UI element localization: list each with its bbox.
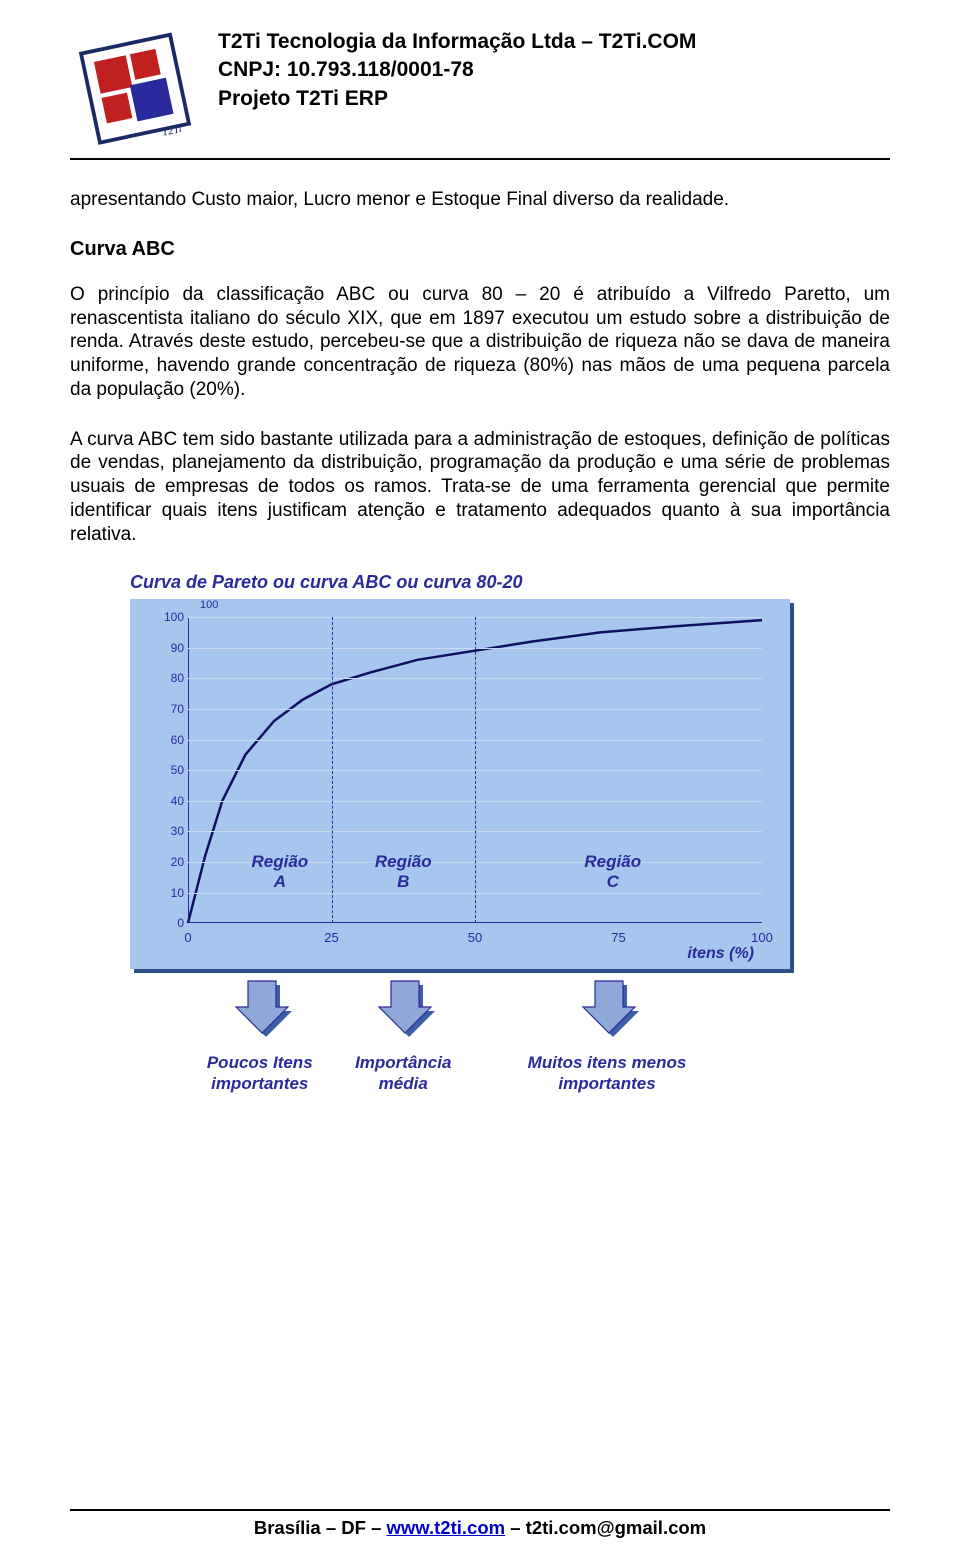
header-divider (70, 158, 890, 160)
company-cnpj: CNPJ: 10.793.118/0001-78 (218, 56, 696, 84)
project-name: Projeto T2Ti ERP (218, 85, 696, 113)
company-name: T2Ti Tecnologia da Informação Ltda – T2T… (218, 28, 696, 56)
chart-ytick: 10 (158, 886, 184, 900)
section-heading: Curva ABC (70, 238, 890, 261)
footer-city: Brasília – DF – (254, 1517, 387, 1538)
abc-chart-wrapper: Curva de Pareto ou curva ABC ou curva 80… (130, 572, 810, 1101)
chart-ytick: 80 (158, 671, 184, 685)
chart-xlabel: itens (%) (687, 945, 754, 963)
chart-region-label: RegiãoC (573, 852, 653, 891)
footer-sep: – (505, 1517, 526, 1538)
chart-ytick-extra: 100 (200, 599, 230, 611)
paragraph-2: A curva ABC tem sido bastante utilizada … (70, 428, 890, 547)
arrow-label: Muitos itens menosimportantes (512, 1053, 702, 1094)
page-footer: Brasília – DF – www.t2ti.com – t2ti.com@… (70, 1509, 890, 1539)
chart-title: Curva de Pareto ou curva ABC ou curva 80… (130, 572, 810, 593)
arrow-down-icon (371, 977, 435, 1037)
chart-ytick: 50 (158, 763, 184, 777)
company-logo: T2Ti (70, 28, 200, 148)
arrow-down-icon (228, 977, 292, 1037)
chart-ytick: 30 (158, 824, 184, 838)
chart-ytick: 40 (158, 794, 184, 808)
chart-xtick: 100 (742, 930, 782, 945)
chart-division-line (332, 617, 333, 923)
header-text-block: T2Ti Tecnologia da Informação Ltda – T2T… (218, 28, 696, 113)
intro-paragraph: apresentando Custo maior, Lucro menor e … (70, 188, 890, 212)
footer-link[interactable]: www.t2ti.com (387, 1517, 506, 1538)
arrow-down-icon (575, 977, 639, 1037)
chart-ytick: 100 (158, 610, 184, 624)
chart-ytick: 0 (158, 916, 184, 930)
chart-region-label: RegiãoB (363, 852, 443, 891)
arrow-label: Importânciamédia (308, 1053, 498, 1094)
footer-divider (70, 1509, 890, 1511)
chart-region-label: RegiãoA (240, 852, 320, 891)
chart-xtick: 50 (455, 930, 495, 945)
chart-plot-area: itens (%) 0 10 20 30 40 50 60 70 80 90 100 100 0 25 50… (130, 599, 790, 969)
chart-ytick: 70 (158, 702, 184, 716)
paragraph-1: O princípio da classificação ABC ou curv… (70, 283, 890, 402)
chart-division-line (475, 617, 476, 923)
chart-arrow-row (130, 977, 790, 1049)
svg-text:T2Ti: T2Ti (161, 123, 183, 139)
chart-xtick: 75 (599, 930, 639, 945)
chart-arrow-labels: Poucos ItensimportantesImportânciamédiaM… (130, 1053, 790, 1101)
chart-xtick: 0 (168, 930, 208, 945)
chart-ytick: 90 (158, 641, 184, 655)
chart-ytick: 20 (158, 855, 184, 869)
chart-xtick: 25 (312, 930, 352, 945)
page-header: T2Ti T2Ti Tecnologia da Informação Ltda … (70, 28, 890, 148)
chart-ytick: 60 (158, 733, 184, 747)
footer-email: t2ti.com@gmail.com (526, 1517, 706, 1538)
